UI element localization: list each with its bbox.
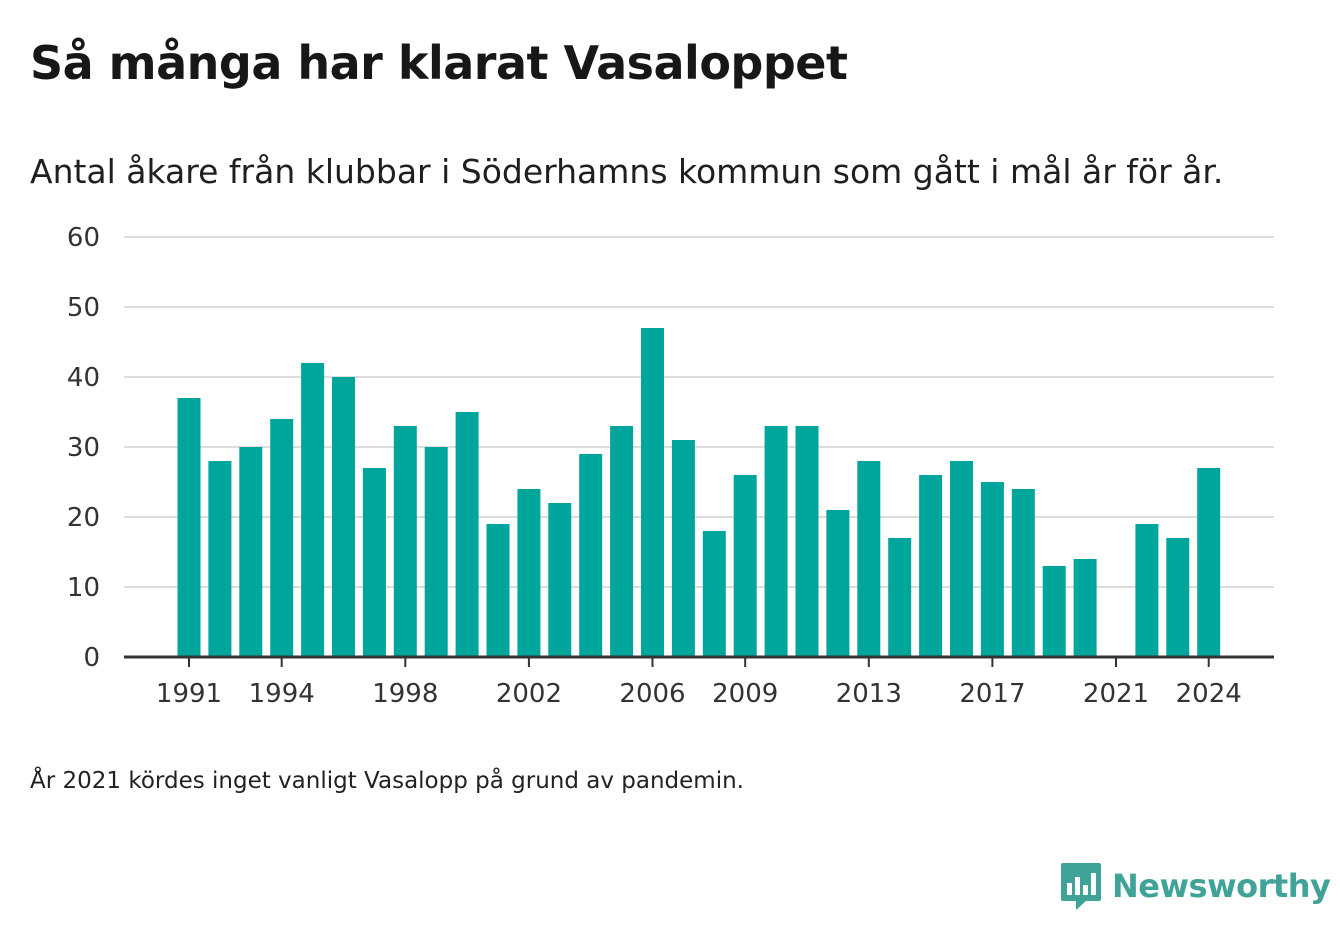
y-tick-label-20: 20	[67, 503, 100, 533]
bar-2024	[1197, 468, 1221, 657]
bar-2002	[517, 489, 541, 657]
chart-subtitle: Antal åkare från klubbar i Söderhamns ko…	[30, 152, 1224, 191]
bar-2006	[641, 328, 664, 657]
bar-2011	[795, 426, 819, 657]
y-tick-label-60: 60	[67, 223, 100, 253]
brand-logo: Newsworthy	[1060, 860, 1331, 912]
y-tick-label-0: 0	[83, 643, 100, 673]
bars	[177, 328, 1221, 657]
bar-2014	[888, 538, 912, 657]
bar-2017	[980, 482, 1004, 657]
x-tick-label-2017: 2017	[959, 679, 1025, 709]
bar-1999	[424, 447, 448, 657]
bar-chart: 0 10 20 30 40 50 60 1991 1994 1998 2002 2006 2009 201…	[67, 223, 1274, 709]
x-tick-label-2013: 2013	[836, 679, 902, 709]
x-tick-label-1994: 1994	[249, 679, 315, 709]
bar-1994	[270, 419, 294, 657]
bar-2003	[548, 503, 572, 657]
bar-2005	[610, 426, 634, 657]
x-tick-label-2021: 2021	[1083, 679, 1149, 709]
bar-2001	[486, 524, 510, 657]
bar-2009	[733, 475, 757, 657]
bar-2022	[1135, 524, 1159, 657]
axes: 0 10 20 30 40 50 60 1991 1994 1998 2002 2006 2009 201…	[67, 223, 1274, 709]
brand-name: Newsworthy	[1112, 867, 1331, 905]
bar-1992	[208, 461, 232, 657]
x-tick-label-1998: 1998	[372, 679, 438, 709]
y-tick-label-30: 30	[67, 433, 100, 463]
bar-2012	[826, 510, 850, 657]
bar-2007	[671, 440, 695, 657]
bar-2019	[1042, 566, 1066, 657]
bar-2023	[1166, 538, 1190, 657]
gridlines	[124, 236, 1274, 588]
bar-2008	[702, 531, 726, 657]
bar-2000	[455, 412, 479, 657]
y-tick-label-50: 50	[67, 293, 100, 323]
x-tick-label-2024: 2024	[1176, 679, 1242, 709]
y-tick-label-40: 40	[67, 363, 100, 393]
bar-2004	[579, 454, 603, 657]
x-tick-label-2009: 2009	[712, 679, 778, 709]
x-tick-label-2006: 2006	[619, 679, 685, 709]
bar-1997	[362, 468, 386, 657]
chart-title: Så många har klarat Vasaloppet	[30, 36, 848, 90]
bar-2020	[1073, 559, 1097, 657]
bar-1991	[177, 398, 201, 657]
bar-2015	[919, 475, 943, 657]
bar-2010	[764, 426, 788, 657]
footnote: År 2021 kördes inget vanligt Vasalopp på…	[30, 768, 744, 794]
x-tick-label-1991: 1991	[156, 679, 222, 709]
bar-2013	[857, 461, 881, 657]
bar-1993	[239, 447, 263, 657]
bar-2018	[1011, 489, 1035, 657]
y-tick-label-10: 10	[67, 573, 100, 603]
bar-1996	[332, 377, 355, 657]
bar-2016	[950, 461, 973, 657]
bar-1995	[301, 363, 325, 657]
bar-1998	[393, 426, 417, 657]
newsworthy-logo-icon	[1061, 863, 1101, 910]
x-tick-label-2002: 2002	[496, 679, 562, 709]
